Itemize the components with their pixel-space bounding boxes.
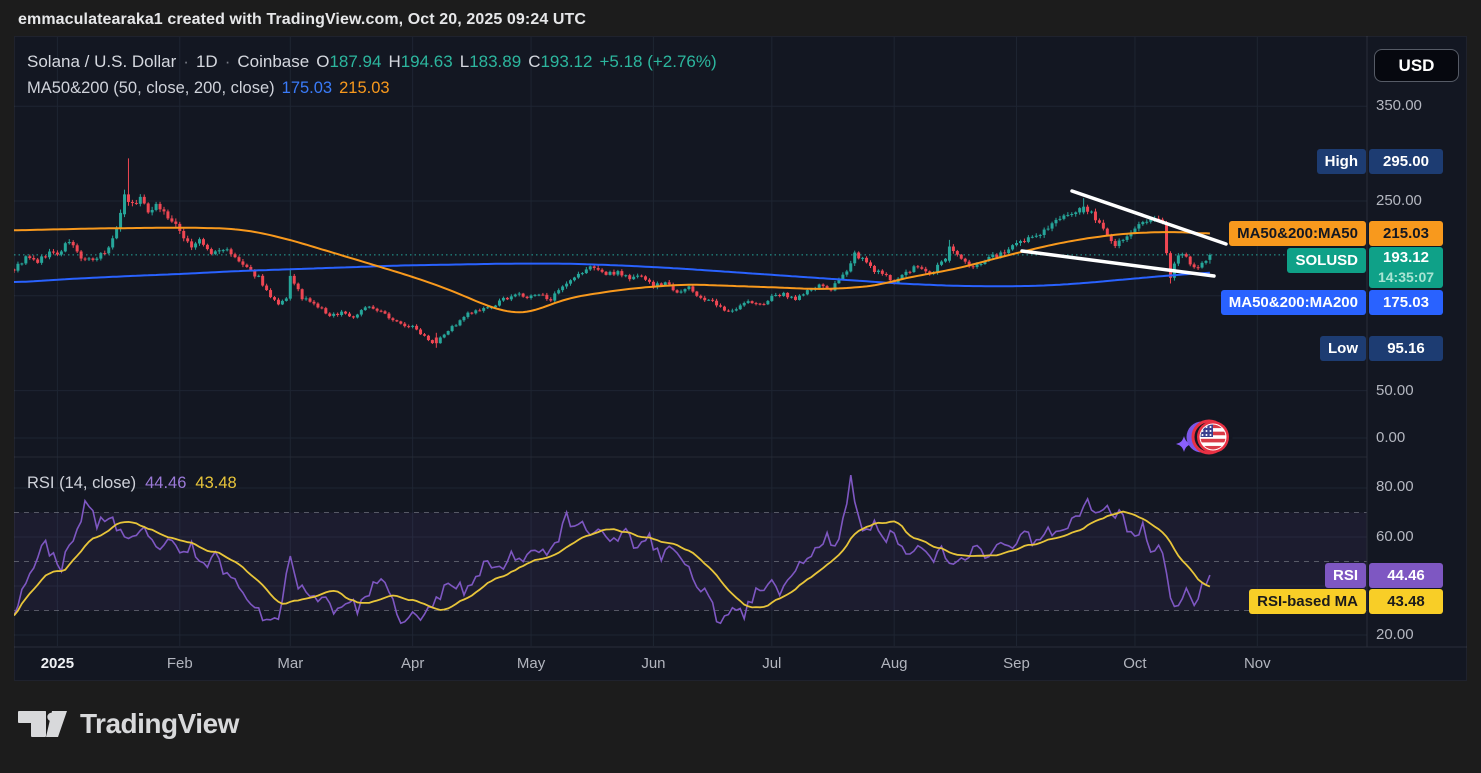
us-flag-sticker[interactable] <box>1176 418 1233 457</box>
symbol-legend-row[interactable]: Solana / U.S. Dollar · 1D · Coinbase O18… <box>27 52 717 78</box>
time-label-2025: 2025 <box>41 655 74 672</box>
time-label-May: May <box>517 655 545 672</box>
ohlc-low: L183.89 <box>460 52 521 72</box>
change-label: +5.18 (+2.76%) <box>599 52 716 72</box>
high-badge-value: 295.00 <box>1369 149 1443 174</box>
pane-divider[interactable] <box>14 455 1367 460</box>
rsi-badge-value: 44.46 <box>1369 563 1443 588</box>
axis-tick-80.00: 80.00 <box>1376 478 1414 495</box>
time-label-Sep: Sep <box>1003 655 1030 672</box>
ma200-badge-value: 175.03 <box>1369 290 1443 315</box>
legend-separator: · <box>225 52 231 72</box>
time-label-Nov: Nov <box>1244 655 1271 672</box>
exchange-label: Coinbase <box>237 52 309 72</box>
tradingview-snapshot: emmaculatearaka1 created with TradingVie… <box>0 0 1481 773</box>
time-label-Mar: Mar <box>277 655 303 672</box>
ohlc-high: H194.63 <box>388 52 452 72</box>
axis-tick-50.00: 50.00 <box>1376 382 1414 399</box>
legend-separator: · <box>183 52 189 72</box>
solusd-badge-label: SOLUSD <box>1287 248 1366 273</box>
ma200-legend-value: 175.03 <box>282 79 332 98</box>
rsi-ma-badge-label: RSI-based MA <box>1249 589 1366 614</box>
ma50-badge-label: MA50&200:MA50 <box>1229 221 1366 246</box>
tradingview-wordmark: TradingView <box>80 708 239 740</box>
ohlc-open: O187.94 <box>316 52 381 72</box>
low-badge-value: 95.16 <box>1369 336 1443 361</box>
rsi-ma-badge-value: 43.48 <box>1369 589 1443 614</box>
solusd-badge-value: 193.1214:35:07 <box>1369 247 1443 288</box>
ohlc-close: C193.12 <box>528 52 592 72</box>
axis-tick-60.00: 60.00 <box>1376 528 1414 545</box>
time-label-Apr: Apr <box>401 655 424 672</box>
time-label-Aug: Aug <box>881 655 908 672</box>
time-label-Oct: Oct <box>1123 655 1146 672</box>
currency-toggle-button[interactable]: USD <box>1374 49 1459 82</box>
high-badge-label: High <box>1317 149 1366 174</box>
ma200-line <box>14 264 1210 287</box>
axis-tick-20.00: 20.00 <box>1376 626 1414 643</box>
low-badge-label: Low <box>1320 336 1366 361</box>
time-axis[interactable] <box>14 647 1367 681</box>
ma200-badge-label: MA50&200:MA200 <box>1221 290 1366 315</box>
rsi-ma-legend-value: 43.48 <box>195 474 236 493</box>
rsi-indicator-title: RSI (14, close) <box>27 474 136 493</box>
symbol-legend: Solana / U.S. Dollar · 1D · Coinbase O18… <box>27 52 717 105</box>
ma-indicator-title: MA50&200 (50, close, 200, close) <box>27 79 275 98</box>
time-label-Feb: Feb <box>167 655 193 672</box>
symbol-title: Solana / U.S. Dollar <box>27 52 176 72</box>
rsi-badge-label: RSI <box>1325 563 1366 588</box>
rsi-legend-value: 44.46 <box>145 474 186 493</box>
axis-tick-250.00: 250.00 <box>1376 192 1422 209</box>
ma50-badge-value: 215.03 <box>1369 221 1443 246</box>
rsi-indicator-legend-row[interactable]: RSI (14, close) 44.46 43.48 <box>27 474 237 493</box>
ma50-legend-value: 215.03 <box>339 79 389 98</box>
axis-tick-0.00: 0.00 <box>1376 429 1405 446</box>
ma50-line <box>14 228 1210 313</box>
time-label-Jul: Jul <box>762 655 781 672</box>
time-label-Jun: Jun <box>641 655 665 672</box>
tradingview-logo: TradingView <box>18 708 239 740</box>
axis-tick-350.00: 350.00 <box>1376 97 1422 114</box>
interval-label: 1D <box>196 52 218 72</box>
ma-indicator-legend-row[interactable]: MA50&200 (50, close, 200, close) 175.03 … <box>27 79 717 105</box>
tradingview-logo-icon <box>18 710 68 738</box>
